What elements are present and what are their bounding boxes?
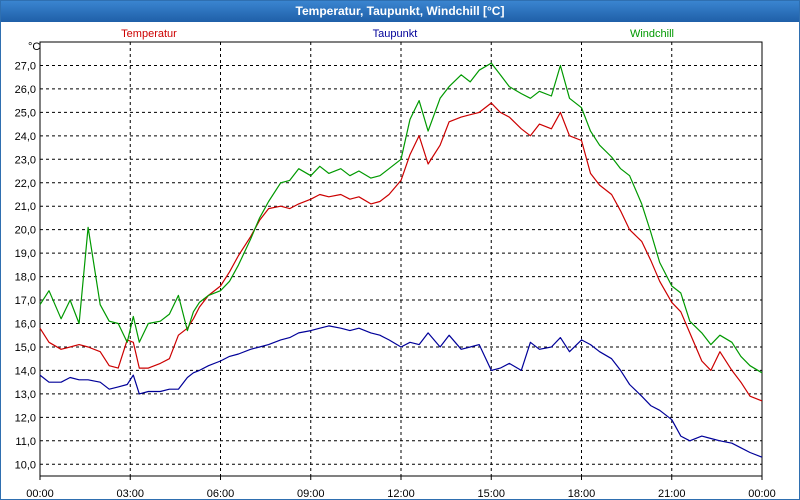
y-tick-label: 19,0: [15, 248, 36, 260]
legend: Temperatur Taupunkt Windchill: [121, 28, 674, 40]
legend-taupunkt: Taupunkt: [373, 28, 418, 40]
y-axis-ticks: 10,0 11,0 12,0 13,0 14,0 15,0 16,0 17,0 18,0 19,0…: [15, 60, 36, 471]
y-tick-label: 12,0: [15, 412, 36, 424]
y-tick-label: 21,0: [15, 201, 36, 213]
window-title: Temperatur, Taupunkt, Windchill [°C]: [1, 1, 799, 22]
y-tick-label: 26,0: [15, 84, 36, 96]
x-tick-time: 15:00: [477, 488, 505, 499]
legend-temperatur: Temperatur: [121, 28, 177, 40]
x-tick-time: 03:00: [116, 488, 144, 499]
y-tick-label: 15,0: [15, 342, 36, 354]
legend-windchill: Windchill: [630, 28, 674, 40]
x-axis-ticks: 00:0006.07.1303:0006.07.1306:0006.07.130…: [26, 476, 776, 499]
y-tick-label: 18,0: [15, 272, 36, 284]
series-lines: [39, 62, 763, 458]
y-tick-label: 24,0: [15, 131, 36, 143]
y-tick-label: 17,0: [15, 295, 36, 307]
y-tick-label: 11,0: [15, 436, 36, 448]
y-tick-label: 20,0: [15, 225, 36, 237]
x-tick-time: 00:00: [26, 488, 54, 499]
y-tick-label: 16,0: [15, 319, 36, 331]
x-tick-time: 06:00: [207, 488, 235, 499]
x-tick-time: 18:00: [568, 488, 596, 499]
x-tick-time: 00:00: [748, 488, 776, 499]
y-tick-label: 27,0: [15, 60, 36, 72]
series-line-taupunkt: [39, 325, 763, 458]
y-axis-label: °C: [28, 41, 40, 53]
series-line-windchill: [39, 62, 763, 374]
x-tick-time: 12:00: [387, 488, 415, 499]
chart-canvas: 10,0 11,0 12,0 13,0 14,0 15,0 16,0 17,0 18,0 19,0…: [15, 28, 776, 499]
y-tick-label: 25,0: [15, 107, 36, 119]
y-tick-label: 22,0: [15, 178, 36, 190]
y-tick-label: 13,0: [15, 389, 36, 401]
series-line-temperatur: [39, 102, 763, 402]
x-tick-time: 21:00: [658, 488, 686, 499]
y-tick-label: 23,0: [15, 154, 36, 166]
y-tick-label: 14,0: [15, 365, 36, 377]
x-tick-time: 09:00: [297, 488, 325, 499]
y-tick-label: 10,0: [15, 459, 36, 471]
grid-lines: [40, 42, 762, 476]
